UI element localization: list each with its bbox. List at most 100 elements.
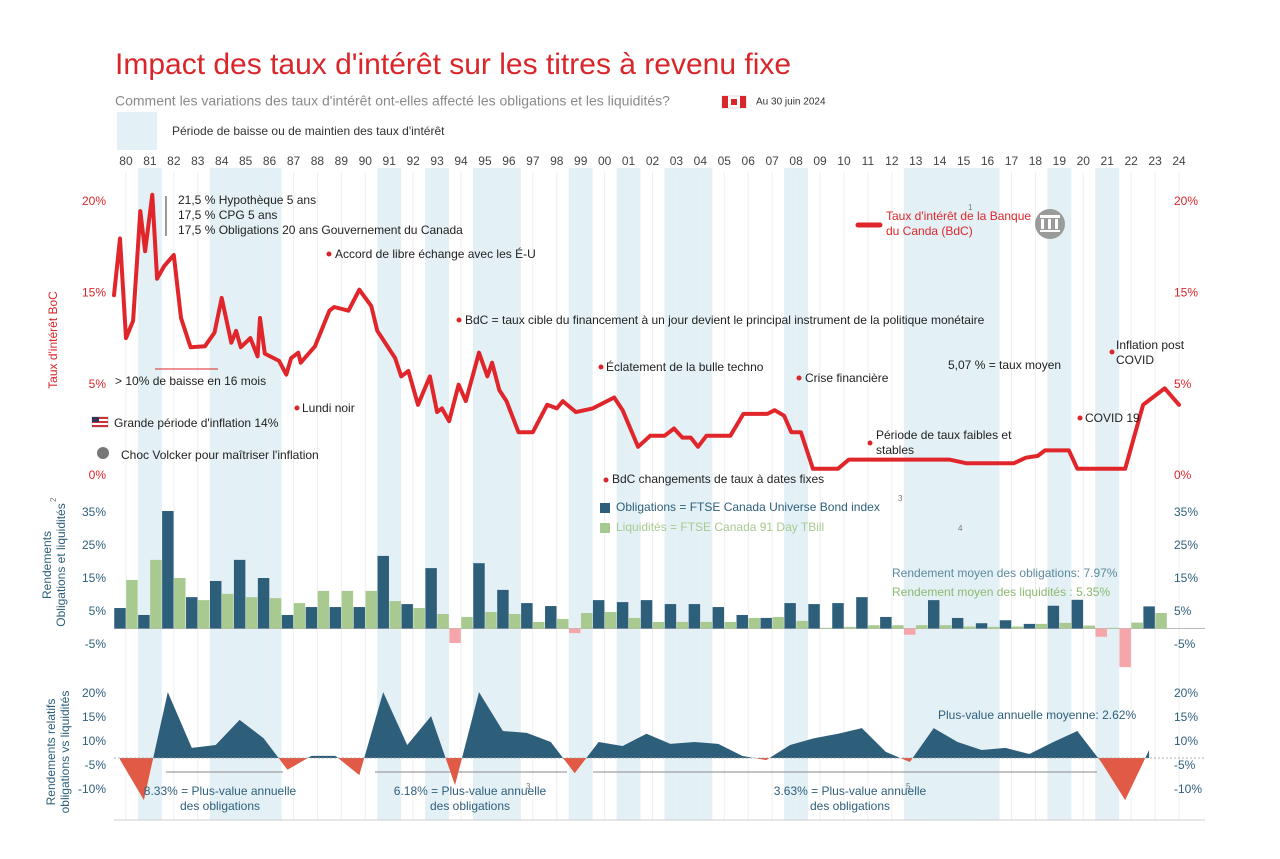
x-tick-label: 13 (909, 154, 923, 168)
x-tick-label: 11 (862, 154, 875, 168)
x-tick-label: 23 (1148, 154, 1162, 168)
bar (221, 593, 234, 629)
bar (712, 607, 725, 629)
bar (281, 614, 294, 629)
bar (844, 626, 856, 629)
y-tick-label-right: 15% (1174, 710, 1198, 724)
bar (377, 555, 389, 629)
bar (975, 623, 988, 629)
x-tick-label: 04 (694, 154, 708, 168)
x-tick-label: 84 (215, 154, 229, 168)
subtitle: Comment les variations des taux d'intérê… (115, 93, 670, 109)
annotation: Éclatement de la bulle techno (606, 360, 764, 374)
bar (724, 621, 737, 629)
bar (461, 616, 473, 629)
annotation: Rendement moyen des obligations: 7.97% (892, 566, 1118, 580)
bar (329, 607, 342, 629)
bar (568, 628, 581, 634)
annotation: Inflation post COVID (1116, 338, 1185, 367)
y-tick-label: 5% (89, 377, 107, 391)
x-tick-label: 83 (191, 154, 205, 168)
x-tick-label: 91 (383, 154, 397, 168)
bar (616, 602, 629, 629)
bar (604, 612, 617, 629)
legend-label: Liquidités = FTSE Canada 91 Day TBill (616, 520, 825, 534)
annotation-dot (456, 317, 462, 323)
x-tick-label: 18 (1029, 154, 1043, 168)
annotation-dot (1077, 415, 1083, 421)
footnote-ref: 3 (526, 782, 531, 791)
bar (580, 612, 593, 629)
y-tick-label: 15% (82, 571, 106, 585)
bar (1107, 627, 1119, 629)
x-tick-label: 93 (430, 154, 444, 168)
footnote-ref: 1 (968, 203, 973, 212)
x-tick-label: 20 (1077, 154, 1091, 168)
x-tick-label: 88 (311, 154, 325, 168)
x-tick-label: 99 (574, 154, 588, 168)
bar (772, 616, 784, 629)
annotation: > 10% de baisse en 16 mois (115, 374, 267, 388)
bar (808, 604, 820, 629)
x-tick-label: 08 (789, 154, 803, 168)
x-tick-label: 14 (933, 154, 947, 168)
y-tick-label-right: 20% (1174, 686, 1198, 700)
y-axis-title: Rendements (40, 531, 54, 599)
bar (401, 604, 413, 629)
x-tick-label: 98 (550, 154, 564, 168)
x-tick-label: 96 (502, 154, 516, 168)
y-tick-label: -10% (78, 782, 106, 796)
bar (784, 603, 796, 629)
y-axis-title: obligations vs liquidités (58, 691, 72, 814)
bar (1011, 626, 1024, 629)
annotation: 17,5 % CPG 5 ans (178, 208, 278, 222)
y-tick-label: 15% (82, 286, 106, 300)
bar (305, 607, 318, 629)
annotation-dot (598, 364, 604, 370)
y-tick-label-right: 10% (1174, 734, 1198, 748)
footnote-ref: 5 (906, 782, 911, 791)
flag-usa (91, 416, 109, 428)
bar (796, 620, 808, 629)
x-tick-label: 16 (981, 154, 995, 168)
legend-swatch (600, 523, 610, 533)
x-tick-label: 24 (1172, 154, 1186, 168)
area-positive (120, 692, 1150, 759)
y-tick-label-right: 0% (1174, 468, 1192, 482)
y-axis-title: Rendements relatifs (44, 699, 58, 806)
highlight-legend-swatch (117, 112, 157, 150)
bar (317, 590, 330, 629)
annotation: Plus-value annuelle moyenne: 2.62% (938, 708, 1137, 722)
legend-swatch (600, 503, 610, 513)
x-tick-label: 07 (765, 154, 779, 168)
y-tick-label-right: 15% (1174, 286, 1198, 300)
bar (736, 614, 748, 629)
bar (951, 617, 964, 629)
bar (916, 625, 928, 629)
bar (592, 600, 605, 629)
bar (868, 625, 880, 629)
bar (1035, 623, 1048, 629)
x-tick-label: 01 (622, 154, 636, 168)
bar (856, 597, 868, 629)
annotation: 17,5 % Obligations 20 ans Gouvernement d… (178, 223, 463, 237)
y-tick-label-right: 15% (1174, 571, 1198, 585)
bar (1155, 612, 1167, 629)
x-tick-label: 00 (598, 154, 612, 168)
annotation: Choc Volcker pour maîtriser l'inflation (121, 448, 319, 462)
bar (545, 606, 557, 629)
x-tick-label: 86 (263, 154, 277, 168)
bar (162, 511, 174, 629)
x-tick-label: 02 (646, 154, 660, 168)
bar (688, 604, 701, 629)
annotation: BdC changements de taux à dates fixes (612, 472, 825, 486)
x-tick-label: 17 (1005, 154, 1019, 168)
bar (927, 600, 940, 629)
x-tick-label: 94 (454, 154, 468, 168)
highlight-period (664, 168, 713, 820)
annotation: 6.18% = Plus-value annuelle des obligati… (393, 784, 547, 813)
bar (126, 579, 138, 629)
highlight-legend-label: Période de baisse ou de maintien des tau… (172, 124, 445, 138)
x-tick-label: 92 (406, 154, 420, 168)
